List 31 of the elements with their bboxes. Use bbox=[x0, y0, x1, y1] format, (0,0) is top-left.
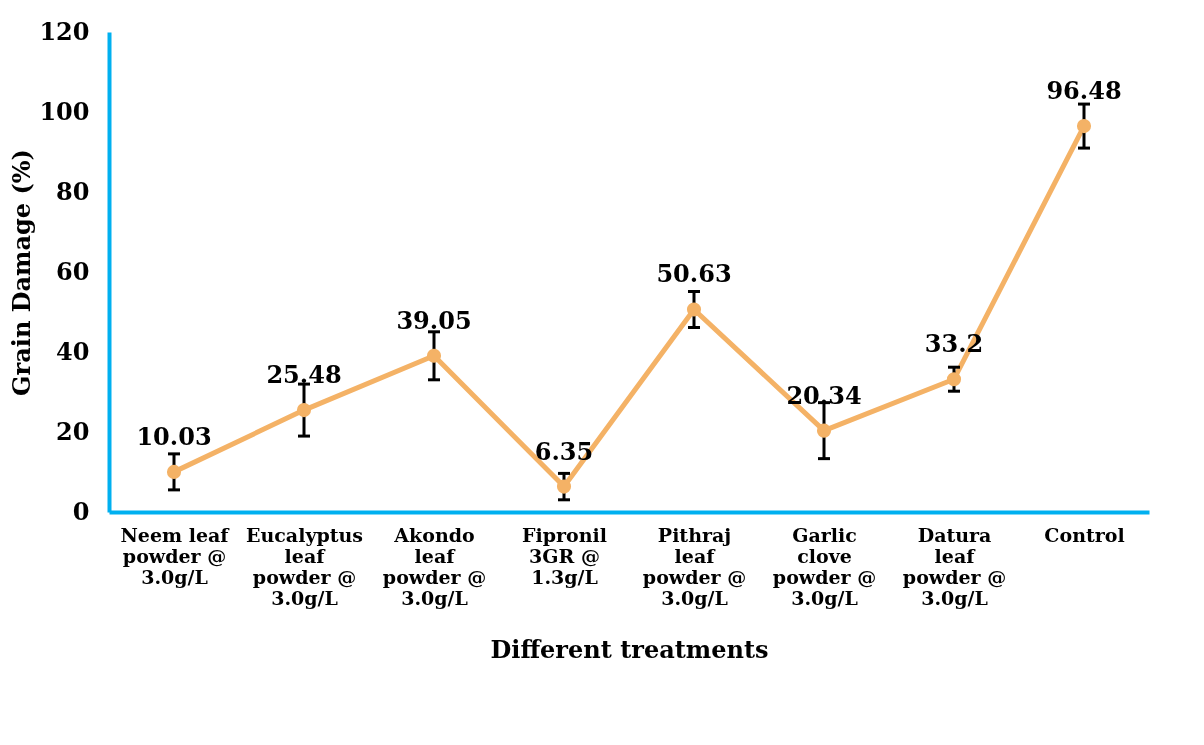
y-tick-label: 20 bbox=[56, 416, 90, 446]
point bbox=[816, 423, 832, 438]
x-tick-label: Garlic clove powder @ 3.0g/L bbox=[772, 523, 877, 609]
point bbox=[1076, 119, 1092, 134]
y-tick-label: 120 bbox=[39, 16, 90, 46]
x-tick-label: Eucalyptus leaf powder @ 3.0g/L bbox=[245, 523, 364, 609]
x-tick-label: Control bbox=[1044, 523, 1125, 546]
y-tick-label: 60 bbox=[56, 256, 90, 286]
data-label: 39.05 bbox=[396, 305, 472, 335]
y-tick-label: 80 bbox=[56, 176, 90, 206]
point bbox=[686, 302, 702, 317]
data-label: 20.34 bbox=[786, 380, 862, 410]
point bbox=[426, 348, 442, 363]
y-tick-label: 0 bbox=[72, 496, 90, 526]
point bbox=[166, 464, 182, 479]
data-label: 50.63 bbox=[656, 259, 732, 289]
y-axis-title: Grain Damage (%) bbox=[7, 149, 37, 396]
x-tick-label: Datura leaf powder @ 3.0g/L bbox=[902, 523, 1007, 609]
x-tick-label: Akondo leaf powder @ 3.0g/L bbox=[382, 523, 487, 609]
point bbox=[556, 479, 572, 494]
y-tick-label: 40 bbox=[56, 336, 90, 366]
x-tick-label: Neem leaf powder @ 3.0g/L bbox=[120, 523, 231, 588]
y-tick-label: 100 bbox=[39, 96, 90, 126]
point bbox=[946, 372, 962, 387]
x-axis-title: Different treatments bbox=[490, 634, 769, 664]
data-label: 10.03 bbox=[136, 421, 212, 451]
point bbox=[296, 403, 312, 418]
data-label: 25.48 bbox=[266, 360, 342, 390]
data-label: 96.48 bbox=[1046, 76, 1122, 106]
x-tick-label: Pithraj leaf powder @ 3.0g/L bbox=[642, 523, 747, 609]
x-tick-label: Fipronil 3GR @ 1.3g/L bbox=[522, 523, 607, 588]
